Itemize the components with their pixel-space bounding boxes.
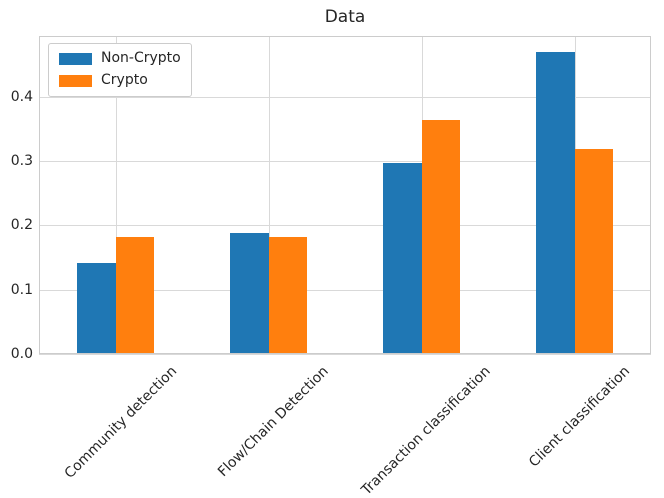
bar-non-crypto-0 [77,263,116,354]
y-tick-label: 0.0 [10,346,33,362]
x-tick-label: Client classification [526,363,634,471]
legend-swatch-non-crypto [59,52,92,65]
bar-crypto-2 [421,119,460,354]
x-tick-label: Transaction classification [358,363,494,498]
legend-swatch-crypto [59,75,92,88]
y-tick-label: 0.2 [10,217,33,234]
vertical-gridline [115,36,117,354]
plot-area: Non-Crypto Crypto [39,36,651,355]
horizontal-gridline [39,96,651,98]
x-tick-label: Flow/Chain Detection [215,363,332,481]
y-tick-label: 0.1 [10,281,33,298]
horizontal-gridline [39,225,651,227]
chart-title: Data [324,7,366,27]
bar-non-crypto-2 [383,162,422,354]
horizontal-gridline [39,289,651,291]
bar-crypto-3 [574,149,613,354]
legend-item-crypto: Crypto [59,72,181,89]
bar-non-crypto-1 [230,232,269,354]
bar-crypto-1 [268,237,307,354]
x-tick-label: Community detection [61,363,180,482]
vertical-gridline [268,36,270,354]
legend-label-crypto: Crypto [101,72,148,89]
horizontal-gridline [39,354,651,355]
legend-label-non-crypto: Non-Crypto [101,50,181,66]
horizontal-gridline [39,160,651,162]
legend: Non-Crypto Crypto [48,43,192,97]
bar-crypto-0 [115,237,154,354]
bar-non-crypto-3 [536,52,575,354]
y-tick-label: 0.4 [10,88,33,105]
y-tick-label: 0.3 [10,152,33,169]
legend-item-non-crypto: Non-Crypto [59,50,181,66]
